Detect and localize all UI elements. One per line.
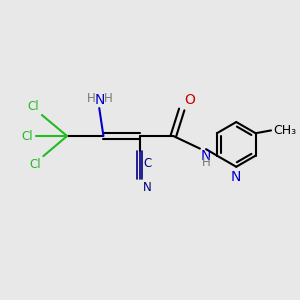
Text: C: C: [143, 158, 152, 170]
Text: N: N: [143, 181, 152, 194]
Text: CH₃: CH₃: [273, 124, 296, 137]
Text: H: H: [202, 156, 211, 170]
Text: Cl: Cl: [29, 158, 41, 171]
Text: N: N: [231, 170, 242, 184]
Text: O: O: [184, 93, 195, 107]
Text: Cl: Cl: [27, 100, 39, 113]
Text: N: N: [200, 148, 211, 163]
Text: H: H: [87, 92, 96, 105]
Text: N: N: [94, 93, 105, 107]
Text: H: H: [104, 92, 112, 105]
Text: Cl: Cl: [21, 130, 33, 142]
